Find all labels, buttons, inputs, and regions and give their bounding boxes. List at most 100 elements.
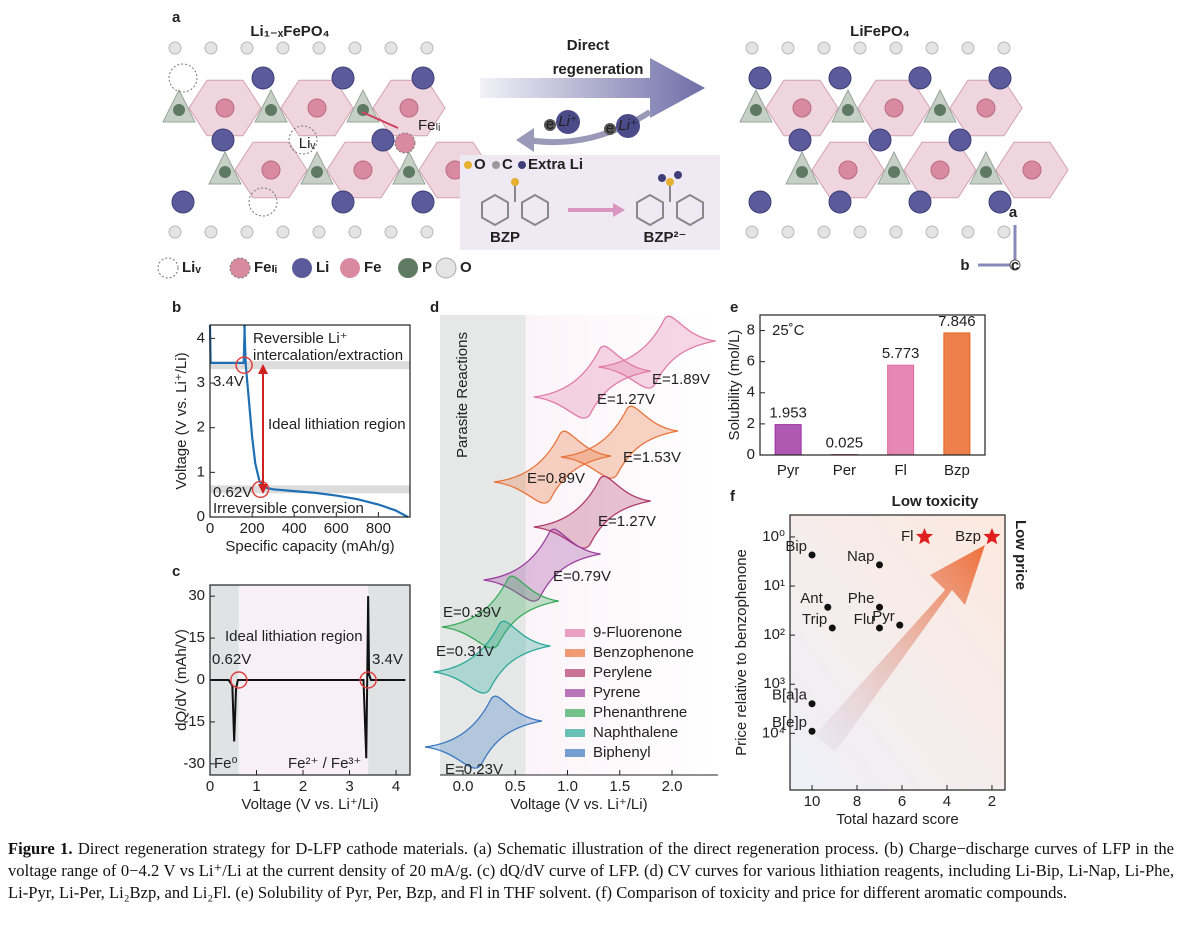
li-vacancy <box>248 187 278 217</box>
value-label: E=0.23V <box>445 761 503 778</box>
p-atom <box>842 104 854 116</box>
legend-label: Benzophenone <box>593 644 694 661</box>
electron <box>604 123 616 135</box>
o-atom <box>348 225 362 239</box>
li-vacancy <box>168 63 198 93</box>
x-tick-label: 0 <box>206 520 214 537</box>
regeneration-arrow <box>480 58 705 118</box>
data-label: 5.773 <box>882 345 920 362</box>
title: Li₁₋ₓFePO₄ <box>250 23 329 40</box>
li-atom <box>948 128 972 152</box>
value-label: 0.62V <box>213 484 252 501</box>
legend-label: Fe <box>364 259 382 276</box>
fe-atom <box>353 160 373 180</box>
legend-symbol <box>292 258 312 278</box>
legend-symbol <box>435 257 457 279</box>
li-atom <box>868 128 892 152</box>
cv-curve <box>441 575 559 649</box>
curve <box>208 324 246 365</box>
legend-swatch <box>565 669 585 677</box>
value-label: E=1.27V <box>597 391 655 408</box>
marker-circle <box>251 480 270 499</box>
o-atom <box>961 41 975 55</box>
y-tick-label: 2 <box>197 419 205 436</box>
legend-label: Feₗᵢ <box>254 259 277 276</box>
p-atom <box>265 104 277 116</box>
o-atom <box>853 41 867 55</box>
fe-atom <box>838 160 858 180</box>
point-label: Bip <box>785 538 807 555</box>
x-tick-label: Fl <box>894 462 907 479</box>
o-atom <box>997 41 1011 55</box>
axis-label: a <box>1009 204 1018 221</box>
y-axis-label: Price relative to benzophenone <box>733 549 750 756</box>
x-tick-label: 200 <box>240 520 265 537</box>
y-tick-label: 0 <box>197 508 205 525</box>
plot-frame <box>209 324 411 518</box>
x-tick-label: 0 <box>206 778 214 795</box>
o-atom <box>240 41 254 55</box>
y-tick-label: 0 <box>747 446 755 463</box>
data-label: 0.025 <box>826 435 864 452</box>
o-atom <box>511 178 519 186</box>
fe-antisite <box>394 132 416 154</box>
point-label: Flu <box>854 611 875 628</box>
region-label: Parasite Reactions <box>454 332 471 458</box>
plot-frame <box>789 514 1006 791</box>
antisite-arrow <box>361 111 399 129</box>
electron <box>544 119 556 131</box>
fe-atom <box>215 98 235 118</box>
defect-label: Liᵥ <box>299 135 316 152</box>
x-tick-label: 0.5 <box>505 778 526 795</box>
legend-swatch <box>565 649 585 657</box>
li-ion <box>556 110 580 134</box>
arrow-head <box>258 364 268 374</box>
o-atom <box>384 225 398 239</box>
li-atom <box>331 190 355 214</box>
li-atom <box>211 128 235 152</box>
axis-label: c <box>1011 257 1019 274</box>
o-atom <box>889 41 903 55</box>
point-label: Fl <box>901 528 914 545</box>
y-tick-label: -30 <box>183 755 205 772</box>
annotation: Fe⁰ <box>214 755 238 772</box>
point-label: Pyr <box>872 608 895 625</box>
benzene-ring <box>521 193 549 227</box>
x-tick-label: Pyr <box>777 462 800 479</box>
legend-label: Perylene <box>593 664 652 681</box>
y-tick-label: 10⁰ <box>762 528 785 545</box>
o-atom <box>240 225 254 239</box>
value-label: E=0.79V <box>553 568 611 585</box>
p-atom <box>750 104 762 116</box>
arrow-head <box>258 484 268 494</box>
o-atom <box>666 178 674 186</box>
y-axis-label: Solubility (mol/L) <box>726 330 743 441</box>
li-atom <box>371 128 395 152</box>
legend-swatch <box>565 689 585 697</box>
x-tick-label: 400 <box>282 520 307 537</box>
x-tick-label: 800 <box>366 520 391 537</box>
o-atom <box>781 225 795 239</box>
value-label: E=1.53V <box>623 449 681 466</box>
x-tick-label: 4 <box>392 778 400 795</box>
y-tick-label: 4 <box>747 384 755 401</box>
x-tick-label: 4 <box>943 793 951 810</box>
species-label: O <box>474 156 486 173</box>
o-atom <box>889 225 903 239</box>
benzene-ring <box>676 193 704 227</box>
value-label: E=0.31V <box>436 643 494 660</box>
benzene-ring <box>636 193 664 227</box>
title: LiFePO₄ <box>850 23 910 40</box>
y-tick-label: 30 <box>188 587 205 604</box>
o-atom <box>204 225 218 239</box>
o-atom <box>925 41 939 55</box>
extra-li <box>674 171 682 179</box>
point <box>808 727 816 735</box>
parasite-region <box>440 315 526 775</box>
caption: Figure 1. Direct regeneration strategy f… <box>8 838 1174 904</box>
y-tick-label: 10⁴ <box>762 724 785 741</box>
point-label: Trip <box>802 611 827 628</box>
star-point <box>915 527 934 545</box>
x-tick-label: 8 <box>853 793 861 810</box>
p-atom <box>934 104 946 116</box>
